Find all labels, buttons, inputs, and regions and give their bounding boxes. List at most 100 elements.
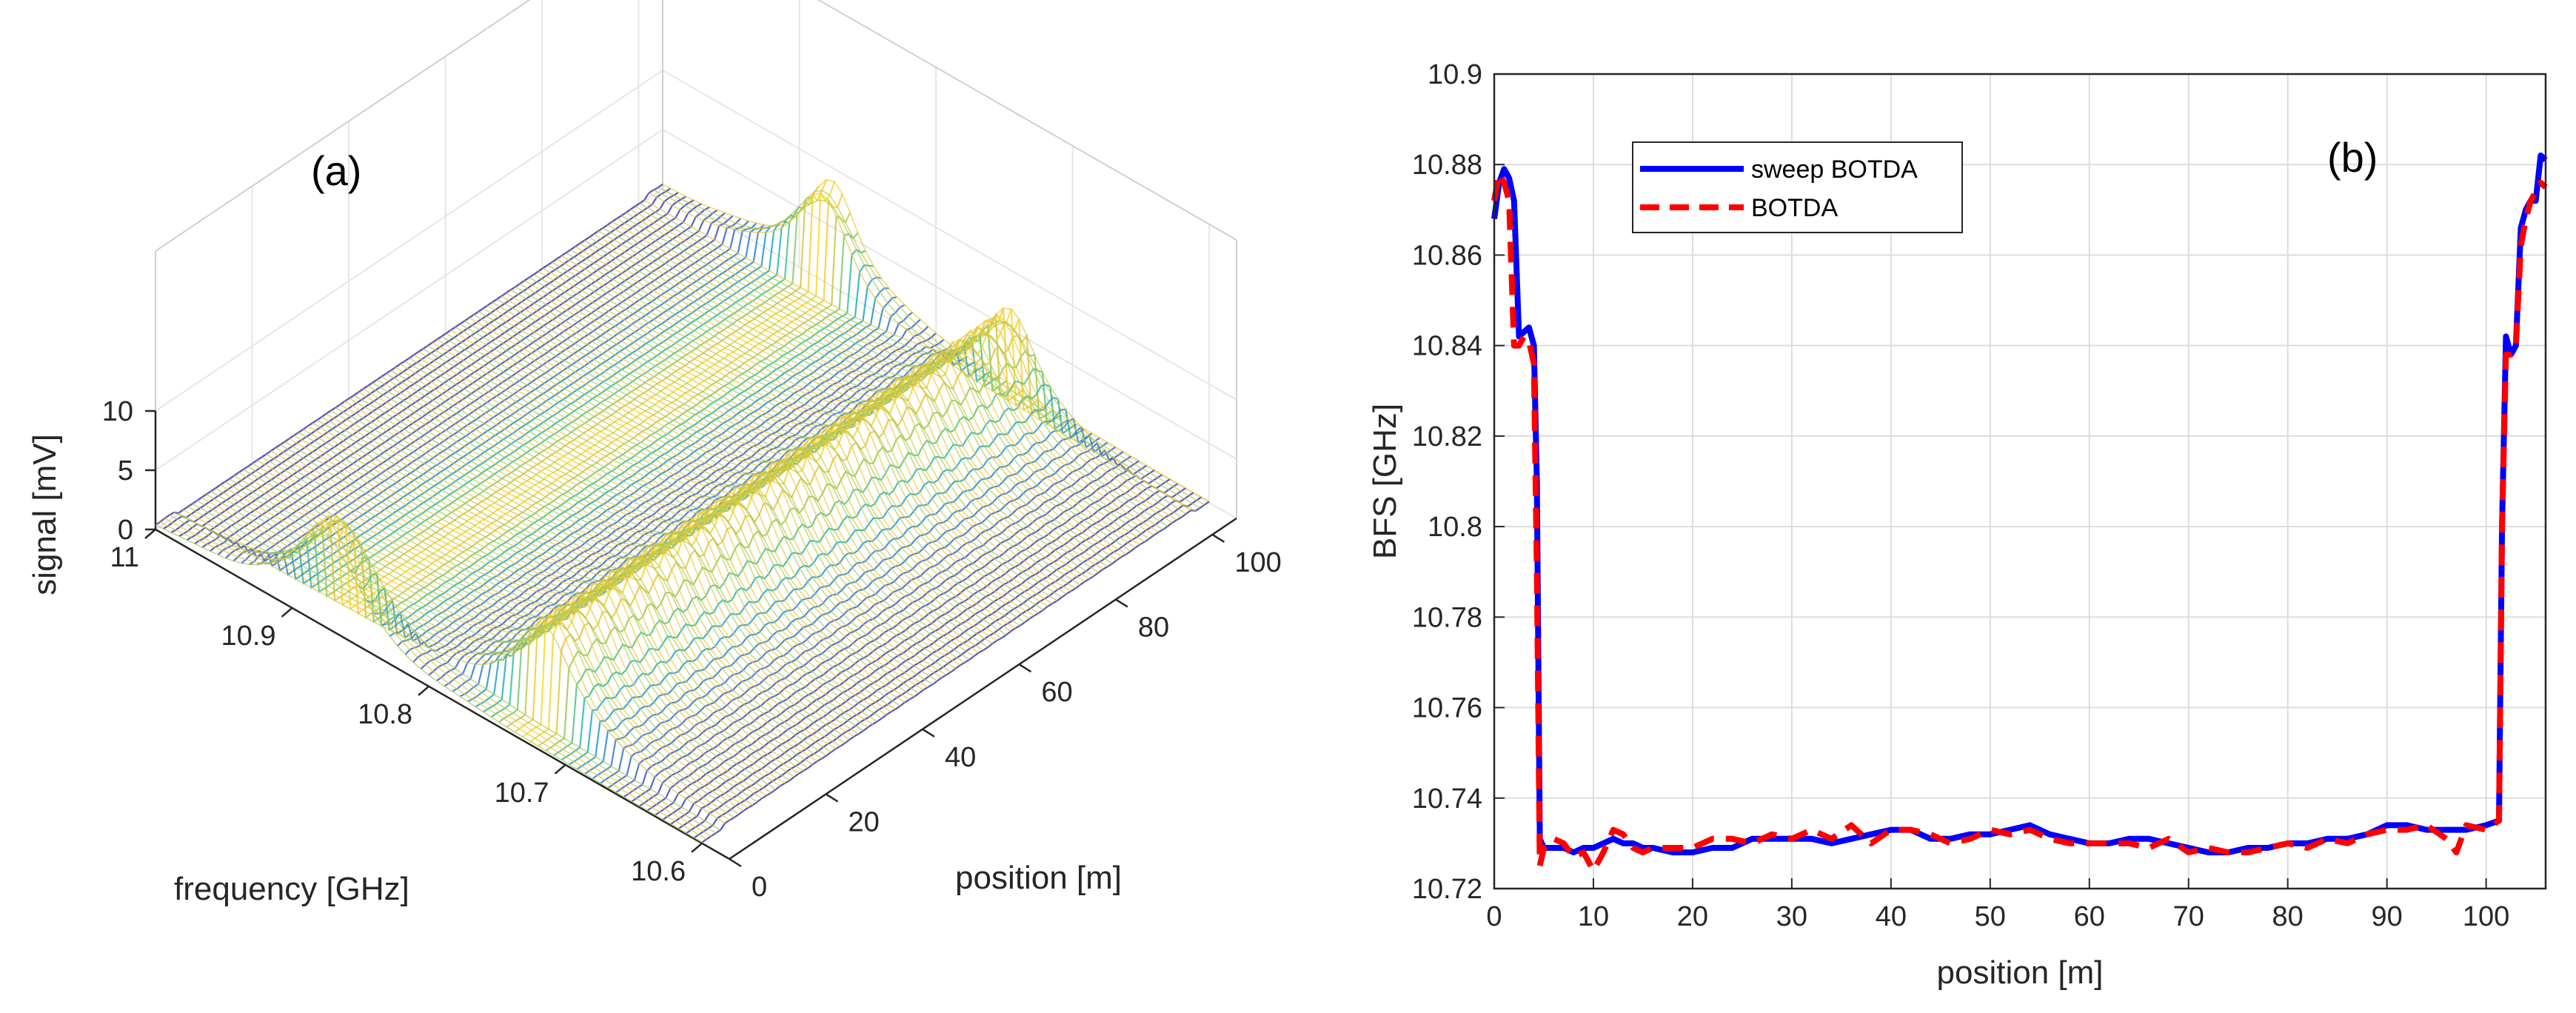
x-tick-label: 80 (1138, 612, 1169, 643)
surface-line (201, 497, 749, 809)
surface-line (653, 190, 1201, 509)
panel-label-b: (b) (2327, 134, 2378, 181)
surface-line (469, 317, 1016, 629)
surface-line (201, 206, 710, 549)
surface-line (330, 409, 878, 722)
surface-line (523, 280, 1071, 592)
surface-line (326, 413, 873, 725)
x-tick-label: 40 (1876, 901, 1907, 932)
surface-line (538, 270, 1085, 582)
x-tick-label: 10 (1578, 901, 1609, 932)
surface-line (321, 416, 869, 728)
grid-line (662, 129, 1237, 460)
y-tick-label: 10.74 (1412, 783, 1482, 815)
y-tick-mark (691, 842, 703, 853)
x-tick-mark (1211, 533, 1225, 543)
y-axis-label: frequency [GHz] (174, 871, 409, 907)
surface-line (390, 370, 938, 682)
surface-line (519, 283, 1067, 595)
x-tick-label: 100 (1234, 547, 1281, 578)
surface-line (302, 429, 850, 740)
surface-line (256, 459, 804, 772)
grid-line (155, 129, 663, 471)
x-axis-label: position [m] (1937, 955, 2104, 991)
surface-line (155, 524, 703, 843)
legend-box (1632, 141, 1963, 233)
surface-line (206, 493, 754, 806)
surface-line (238, 472, 786, 784)
surface-line (515, 286, 1063, 598)
y-axis-line (155, 528, 730, 860)
surface-line (224, 481, 772, 794)
surface-line (284, 441, 832, 753)
y-tick-mark (554, 763, 566, 775)
surface-line (386, 372, 933, 685)
y-tick-mark (281, 607, 293, 618)
surface-line (616, 218, 1164, 530)
surface-line (464, 320, 1011, 632)
surface-line (316, 419, 864, 732)
surface-line (339, 404, 887, 715)
surface-line (178, 512, 726, 824)
surface-line (575, 246, 1123, 558)
surface-line (533, 274, 1081, 586)
surface-line (344, 401, 891, 712)
y-tick-labels: 10.72 10.74 10.76 10.78 10.8 10.82 10.84 10.86 1… (1412, 59, 1482, 905)
surface-line (367, 385, 914, 698)
line-plot-b: 0 10 20 30 40 50 60 70 80 90 100 10.7210.7410.7610… (1367, 59, 2548, 991)
surface-line (335, 407, 883, 719)
x-tick-mark (729, 857, 742, 868)
surface-line (459, 323, 1007, 635)
x-tick-label: 80 (2272, 901, 2304, 932)
surface-line (372, 382, 920, 695)
surface-line (450, 330, 998, 641)
surface-line (432, 341, 980, 654)
surface-line (362, 388, 910, 701)
surface-line (583, 240, 1131, 552)
surface-line (192, 503, 740, 815)
surface-line (187, 506, 735, 818)
surface-line (275, 447, 823, 759)
surface-line (630, 209, 1177, 521)
surface-line (593, 233, 1141, 545)
z-axis-label: signal [mV] (27, 434, 63, 595)
series-line-sweep-botda (1491, 153, 2548, 856)
grid-line (662, 70, 1237, 401)
surface-line (307, 425, 855, 738)
surface-line (473, 314, 1021, 626)
surface-line (418, 351, 966, 663)
panel-label-a: (a) (311, 147, 361, 194)
surface-line (413, 354, 961, 666)
surface-line (395, 367, 943, 678)
surface-line (529, 277, 1076, 589)
y-tick-label: 10.8 (358, 699, 412, 730)
surface-line (159, 519, 707, 840)
series-line-botda (1491, 170, 2548, 874)
plot-frame (1493, 73, 2547, 890)
x-tick-label: 0 (752, 872, 767, 903)
y-tick-label: 10.86 (1412, 240, 1482, 271)
surface-line (482, 308, 1030, 620)
y-tick-label: 10.78 (1412, 602, 1482, 633)
surface-line (399, 364, 947, 675)
surface-line (662, 178, 1210, 502)
z-tick-label: 0 (118, 515, 133, 546)
y-axis-label: BFS [GHz] (1367, 404, 1403, 559)
y-tick-label: 10.8 (1428, 512, 1482, 543)
surface-line (441, 335, 988, 648)
surface-line (293, 435, 841, 747)
surface-line (397, 304, 906, 647)
y-tick-label: 11 (110, 542, 139, 573)
surface-line (487, 304, 1034, 617)
x-tick-label: 20 (848, 806, 879, 838)
surface-line (422, 348, 970, 661)
box-edge (817, 0, 1237, 241)
x-tick-label: 70 (2173, 901, 2204, 932)
surface-line (556, 258, 1104, 570)
surface-line (602, 227, 1150, 540)
surface-line (501, 295, 1048, 607)
x-tick-label: 60 (1041, 677, 1072, 708)
surface-line (510, 289, 1058, 601)
surface-line (173, 512, 721, 831)
